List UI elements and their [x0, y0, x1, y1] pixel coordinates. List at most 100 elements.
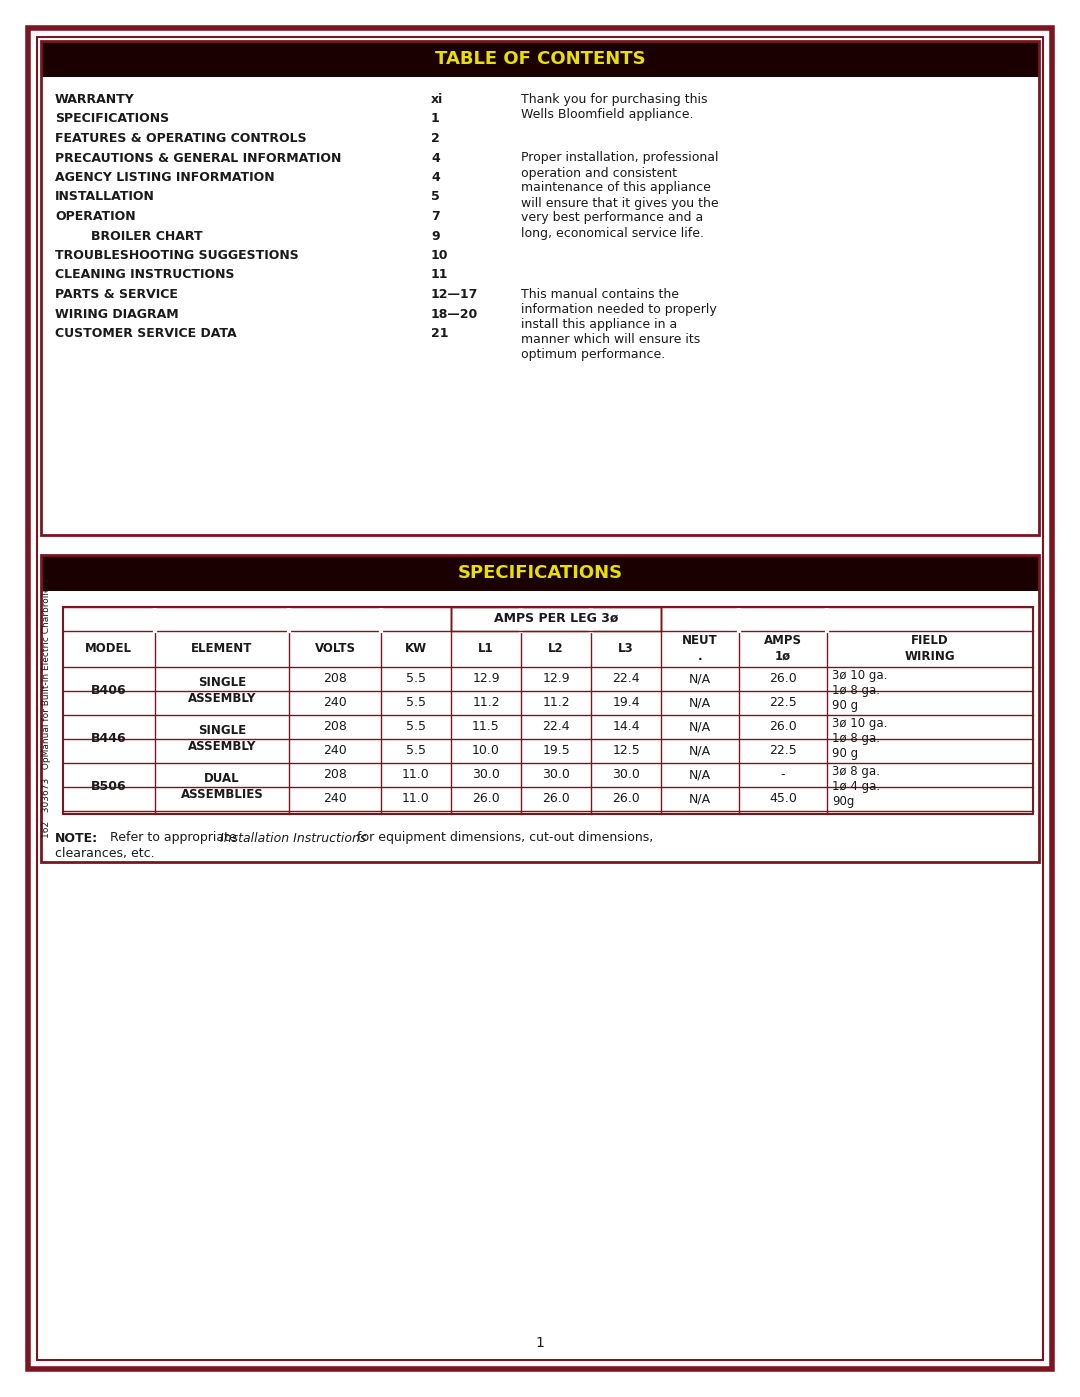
- Text: N/A: N/A: [689, 768, 711, 781]
- Text: Installation Instructions: Installation Instructions: [220, 831, 366, 845]
- Text: 26.0: 26.0: [542, 792, 570, 805]
- Text: BROILER CHART: BROILER CHART: [91, 229, 203, 243]
- Text: 30.0: 30.0: [472, 768, 500, 781]
- Text: PARTS & SERVICE: PARTS & SERVICE: [55, 288, 178, 300]
- Text: 5: 5: [431, 190, 440, 204]
- Text: 19.5: 19.5: [542, 745, 570, 757]
- Text: TROUBLESHOOTING SUGGESTIONS: TROUBLESHOOTING SUGGESTIONS: [55, 249, 299, 263]
- Text: 14.4: 14.4: [612, 719, 640, 733]
- Text: 30.0: 30.0: [612, 768, 640, 781]
- Text: L3: L3: [619, 643, 634, 655]
- Text: 11.5: 11.5: [472, 719, 500, 733]
- Text: 11: 11: [431, 268, 448, 282]
- Bar: [63, 606, 1032, 813]
- Text: Refer to appropriate: Refer to appropriate: [102, 831, 241, 845]
- Text: 3ø 10 ga.
1ø 8 ga.
90 g: 3ø 10 ga. 1ø 8 ga. 90 g: [833, 669, 888, 712]
- Text: 26.0: 26.0: [472, 792, 500, 805]
- Text: Thank you for purchasing this
Wells Bloomfield appliance.: Thank you for purchasing this Wells Bloo…: [521, 94, 707, 122]
- Text: ELEMENT: ELEMENT: [191, 643, 253, 655]
- Text: 1: 1: [431, 113, 440, 126]
- Text: xi: xi: [431, 94, 443, 106]
- Text: DUAL
ASSEMBLIES: DUAL ASSEMBLIES: [180, 773, 264, 800]
- Text: TABLE OF CONTENTS: TABLE OF CONTENTS: [434, 50, 646, 68]
- Text: SPECIFICATIONS: SPECIFICATIONS: [55, 113, 170, 126]
- Text: 30.0: 30.0: [542, 768, 570, 781]
- Text: 240: 240: [323, 696, 347, 710]
- Bar: [41, 555, 1039, 862]
- Text: B406: B406: [91, 685, 126, 697]
- Text: 240: 240: [323, 745, 347, 757]
- Text: 5.5: 5.5: [406, 745, 426, 757]
- Text: clearances, etc.: clearances, etc.: [55, 848, 154, 861]
- Text: FEATURES & OPERATING CONTROLS: FEATURES & OPERATING CONTROLS: [55, 131, 307, 145]
- Text: 11.2: 11.2: [472, 696, 500, 710]
- Text: SINGLE
ASSEMBLY: SINGLE ASSEMBLY: [188, 725, 256, 753]
- Text: 11.2: 11.2: [542, 696, 570, 710]
- Text: 2: 2: [431, 131, 440, 145]
- Text: 9: 9: [431, 229, 440, 243]
- Text: L2: L2: [549, 643, 564, 655]
- Text: NOTE:: NOTE:: [55, 831, 98, 845]
- Text: -: -: [781, 768, 785, 781]
- Text: 22.5: 22.5: [769, 696, 797, 710]
- Text: MODEL: MODEL: [85, 643, 133, 655]
- Text: FIELD
WIRING: FIELD WIRING: [905, 634, 956, 662]
- Text: CLEANING INSTRUCTIONS: CLEANING INSTRUCTIONS: [55, 268, 234, 282]
- Text: NEUT
.: NEUT .: [683, 634, 718, 662]
- Text: WARRANTY: WARRANTY: [55, 94, 135, 106]
- Text: WIRING DIAGRAM: WIRING DIAGRAM: [55, 307, 178, 320]
- Text: 45.0: 45.0: [769, 792, 797, 805]
- Text: 208: 208: [323, 719, 347, 733]
- Text: 22.4: 22.4: [612, 672, 640, 685]
- Text: Proper installation, professional
operation and consistent
maintenance of this a: Proper installation, professional operat…: [521, 151, 718, 239]
- Text: 22.4: 22.4: [542, 719, 570, 733]
- Text: 3ø 10 ga.
1ø 8 ga.
90 g: 3ø 10 ga. 1ø 8 ga. 90 g: [833, 717, 888, 760]
- Bar: [41, 41, 1039, 535]
- Text: 208: 208: [323, 768, 347, 781]
- Text: 11.0: 11.0: [402, 768, 430, 781]
- Text: 11.0: 11.0: [402, 792, 430, 805]
- Text: 5.5: 5.5: [406, 672, 426, 685]
- Text: 10.0: 10.0: [472, 745, 500, 757]
- Text: 12.9: 12.9: [542, 672, 570, 685]
- Text: B446: B446: [91, 732, 126, 745]
- Bar: [63, 606, 1032, 813]
- Text: INSTALLATION: INSTALLATION: [55, 190, 154, 204]
- Text: 19.4: 19.4: [612, 696, 640, 710]
- Text: PRECAUTIONS & GENERAL INFORMATION: PRECAUTIONS & GENERAL INFORMATION: [55, 151, 341, 165]
- Text: VOLTS: VOLTS: [314, 643, 355, 655]
- Text: SINGLE
ASSEMBLY: SINGLE ASSEMBLY: [188, 676, 256, 704]
- Text: 12.5: 12.5: [612, 745, 640, 757]
- Text: 26.0: 26.0: [612, 792, 640, 805]
- Bar: [41, 41, 1039, 77]
- Text: L1: L1: [478, 643, 494, 655]
- Text: N/A: N/A: [689, 745, 711, 757]
- Text: 5.5: 5.5: [406, 719, 426, 733]
- Text: 12.9: 12.9: [472, 672, 500, 685]
- Text: This manual contains the
information needed to properly
install this appliance i: This manual contains the information nee…: [521, 288, 717, 360]
- Text: 10: 10: [431, 249, 448, 263]
- Text: AGENCY LISTING INFORMATION: AGENCY LISTING INFORMATION: [55, 170, 274, 184]
- Text: 5.5: 5.5: [406, 696, 426, 710]
- Text: N/A: N/A: [689, 672, 711, 685]
- Text: N/A: N/A: [689, 719, 711, 733]
- Text: 18—20: 18—20: [431, 307, 478, 320]
- Text: 4: 4: [431, 151, 440, 165]
- Text: B506: B506: [91, 780, 126, 793]
- Text: 7: 7: [431, 210, 440, 224]
- Text: N/A: N/A: [689, 696, 711, 710]
- Text: 240: 240: [323, 792, 347, 805]
- Text: N/A: N/A: [689, 792, 711, 805]
- Text: OPERATION: OPERATION: [55, 210, 136, 224]
- Text: 4: 4: [431, 170, 440, 184]
- Text: KW: KW: [405, 643, 427, 655]
- Text: SPECIFICATIONS: SPECIFICATIONS: [458, 563, 622, 581]
- Text: 22.5: 22.5: [769, 745, 797, 757]
- Text: 1: 1: [536, 1336, 544, 1350]
- Text: 26.0: 26.0: [769, 672, 797, 685]
- Text: 12—17: 12—17: [431, 288, 478, 300]
- Text: AMPS
1ø: AMPS 1ø: [764, 634, 802, 662]
- Text: CUSTOMER SERVICE DATA: CUSTOMER SERVICE DATA: [55, 327, 237, 339]
- Bar: [41, 555, 1039, 591]
- Text: 162   303673   OpManual for Built-In Electric Charbroilers: 162 303673 OpManual for Built-In Electri…: [42, 578, 52, 838]
